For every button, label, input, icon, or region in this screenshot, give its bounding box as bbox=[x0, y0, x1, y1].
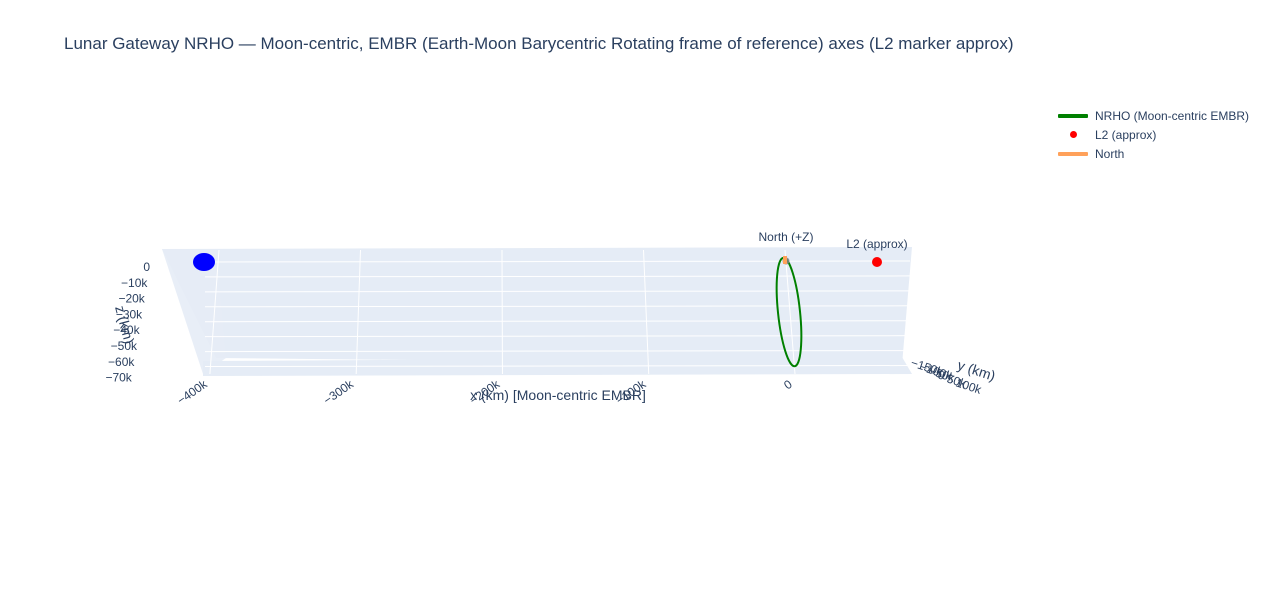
y-tick-label: 0 bbox=[936, 368, 947, 383]
y-tick-label: 50k bbox=[945, 372, 969, 392]
z-tick-label: −20k bbox=[118, 292, 145, 306]
chart-title: Lunar Gateway NRHO — Moon-centric, EMBR … bbox=[64, 34, 1014, 53]
chart-marks: North (+Z) L2 (approx) bbox=[193, 230, 908, 368]
north-label: North (+Z) bbox=[758, 230, 813, 244]
legend-label-north: North bbox=[1095, 146, 1125, 161]
left-wall bbox=[162, 249, 226, 374]
z-tick-label: −70k bbox=[105, 371, 132, 385]
earth-marker bbox=[193, 253, 215, 271]
z-gridline bbox=[204, 305, 911, 308]
legend-swatch-l2 bbox=[1069, 131, 1077, 138]
l2-label: L2 (approx) bbox=[846, 237, 907, 251]
z-gridline bbox=[204, 275, 911, 278]
gridlines bbox=[204, 249, 911, 375]
tick-labels: −400k −300k −200k −100k 00−10k−20k−30k−40k−5… bbox=[105, 260, 984, 407]
z-tick-label: −60k bbox=[108, 355, 135, 369]
x-tick-label: −300k bbox=[321, 376, 357, 407]
x-tick-label: 0 bbox=[781, 377, 795, 392]
x-axis-title: x (km) [Moon-centric EMBR] bbox=[470, 387, 646, 403]
legend-item-nrho[interactable]: NRHO (Moon-centric EMBR) bbox=[1058, 106, 1249, 125]
z-gridline bbox=[204, 320, 911, 323]
z-tick-label: −50k bbox=[111, 339, 138, 353]
legend-swatch-north bbox=[1058, 151, 1088, 156]
z-gridline bbox=[204, 335, 911, 338]
x-gridline bbox=[643, 249, 650, 375]
z-tick-label: 0 bbox=[143, 260, 150, 274]
legend-swatch-nrho bbox=[1058, 113, 1088, 118]
x-gridline bbox=[209, 249, 220, 375]
z-tick-label: −10k bbox=[121, 276, 148, 290]
z-gridline bbox=[204, 260, 911, 263]
legend-label-l2: L2 (approx) bbox=[1095, 127, 1157, 142]
x-gridline bbox=[784, 249, 796, 375]
legend-item-l2[interactable]: L2 (approx) bbox=[1058, 125, 1249, 144]
l2-marker bbox=[872, 257, 882, 267]
z-gridline bbox=[204, 350, 911, 353]
x-gridline bbox=[355, 249, 361, 375]
legend: NRHO (Moon-centric EMBR) L2 (approx) Nor… bbox=[1058, 106, 1249, 163]
x-tick-label: −400k bbox=[175, 376, 211, 407]
legend-label-nrho: NRHO (Moon-centric EMBR) bbox=[1095, 108, 1250, 123]
z-tick-label: −40k bbox=[113, 323, 140, 337]
z-tick-label: −30k bbox=[116, 307, 143, 321]
legend-item-north[interactable]: North bbox=[1058, 144, 1249, 163]
z-gridline bbox=[204, 290, 911, 293]
